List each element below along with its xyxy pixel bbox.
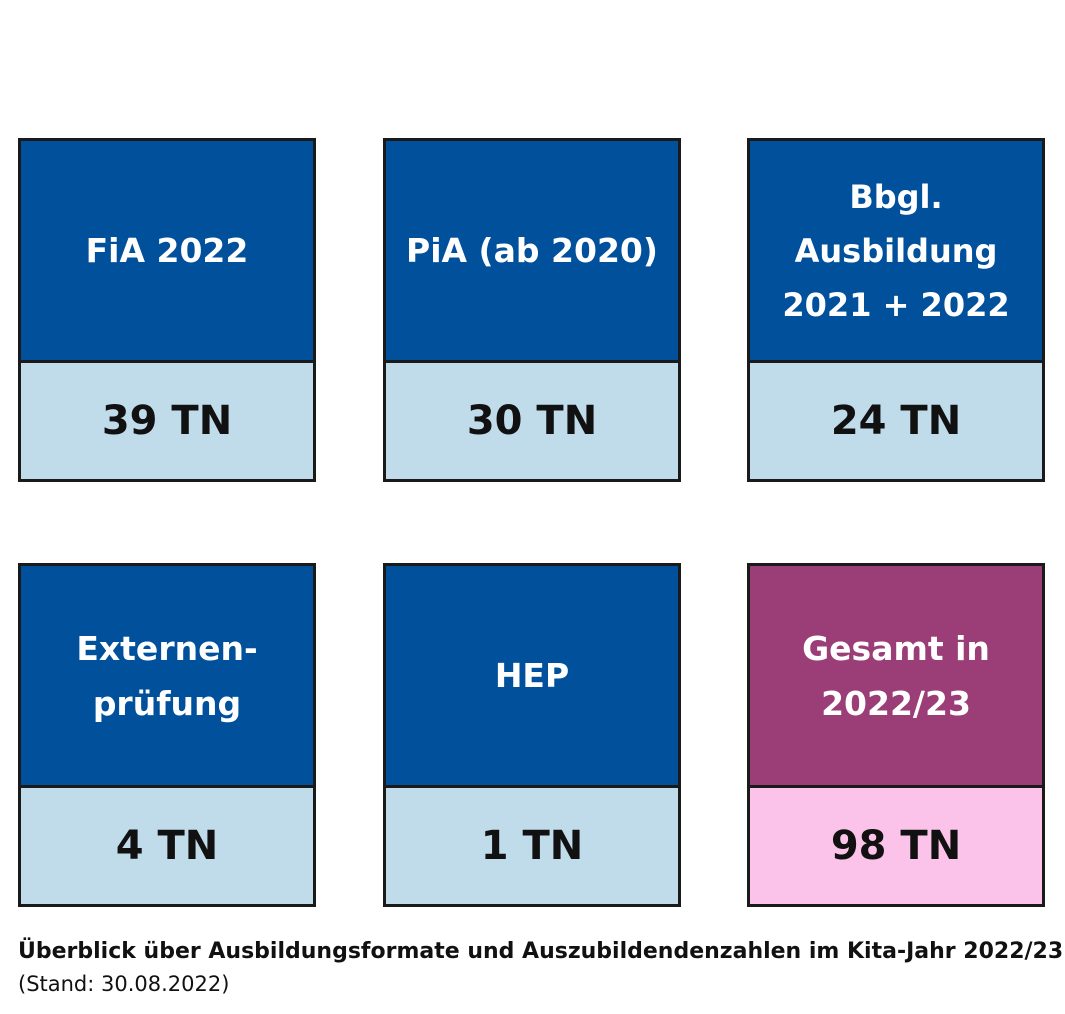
card-value: 30 TN: [386, 363, 678, 479]
card-label-line: prüfung: [92, 683, 242, 723]
card-value: 1 TN: [386, 788, 678, 904]
card-label-line: PiA (ab 2020): [406, 231, 658, 270]
card-label-line: 2022/23: [821, 683, 971, 723]
card-label-line: HEP: [494, 656, 570, 695]
card-fia-2022: FiA 2022 39 TN: [18, 138, 316, 482]
caption-subtitle: (Stand: 30.08.2022): [18, 972, 230, 996]
figure-caption: Überblick über Ausbildungsformate und Au…: [18, 936, 1064, 1000]
card-bbgl-ausbildung: Bbgl. Ausbildung 2021 + 2022 24 TN: [747, 138, 1045, 482]
card-value: 24 TN: [750, 363, 1042, 479]
card-value: 98 TN: [750, 788, 1042, 904]
card-header: Externen- prüfung: [21, 566, 313, 788]
card-header: Bbgl. Ausbildung 2021 + 2022: [750, 141, 1042, 363]
card-header: Gesamt in 2022/23: [750, 566, 1042, 788]
card-pia: PiA (ab 2020) 30 TN: [383, 138, 681, 482]
card-label-line: 2021 + 2022: [782, 285, 1010, 324]
card-hep: HEP 1 TN: [383, 563, 681, 907]
caption-title: Überblick über Ausbildungsformate und Au…: [18, 939, 1064, 964]
card-label-line: Externen-: [76, 628, 258, 668]
card-gesamt: Gesamt in 2022/23 98 TN: [747, 563, 1045, 907]
card-header: FiA 2022: [21, 141, 313, 363]
card-header: PiA (ab 2020): [386, 141, 678, 363]
card-label-line: FiA 2022: [85, 231, 249, 270]
card-label-line: Ausbildung: [794, 231, 998, 270]
card-value: 39 TN: [21, 363, 313, 479]
card-label-line: Gesamt in: [802, 628, 990, 668]
card-label-line: Bbgl.: [849, 177, 943, 216]
card-header: HEP: [386, 566, 678, 788]
card-externenpruefung: Externen- prüfung 4 TN: [18, 563, 316, 907]
card-value: 4 TN: [21, 788, 313, 904]
